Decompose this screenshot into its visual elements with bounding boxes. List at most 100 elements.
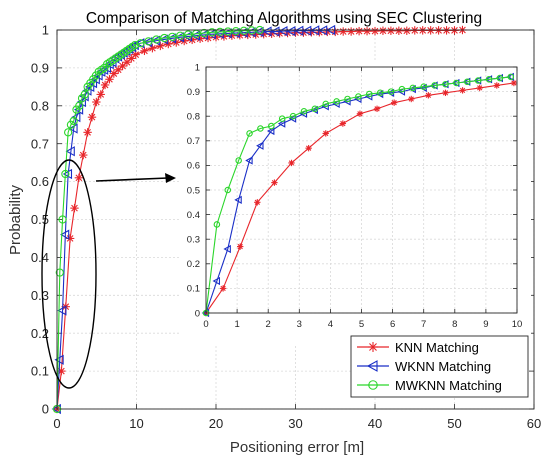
circle-series-point xyxy=(398,85,406,93)
legend-marker-knn-matching xyxy=(368,342,378,352)
mwknn-matching-series-point xyxy=(176,31,185,40)
mwknn-matching-series-point xyxy=(199,28,209,38)
mwknn-matching-series-point xyxy=(215,27,225,37)
knn-matching-series-point xyxy=(394,26,404,35)
circle-series-point xyxy=(257,125,264,132)
circle-series-point xyxy=(431,82,438,89)
triangle-left-series-point xyxy=(354,94,362,104)
triangle-left-series-point xyxy=(223,244,231,254)
plot-frame xyxy=(56,29,535,410)
wknn-matching-series-point xyxy=(90,74,100,85)
x-tick-label: 20 xyxy=(209,416,223,431)
knn-matching-series-point xyxy=(96,90,105,99)
zoom-arrow-shaft xyxy=(95,177,169,182)
knn-matching-series-point xyxy=(100,80,110,90)
x-tick-label: 4 xyxy=(328,319,333,330)
wknn-matching-series-point xyxy=(62,168,73,180)
knn-matching-series-point xyxy=(164,39,173,49)
zoom-annotation xyxy=(41,159,176,389)
knn-matching-series-point xyxy=(402,26,411,35)
knn-matching-series-point xyxy=(346,27,356,36)
knn-matching-series-point xyxy=(79,150,88,160)
x-tick-label: 30 xyxy=(288,416,302,431)
knn-matching-series-point xyxy=(109,69,119,78)
x-tick-label: 10 xyxy=(129,416,143,431)
circle-series-point xyxy=(355,93,362,100)
knn-matching-series-point xyxy=(339,27,348,36)
triangle-left-series-point xyxy=(245,156,253,165)
circle-series-point xyxy=(366,90,373,98)
y-tick-label: 0.2 xyxy=(31,326,49,341)
circle-series-point xyxy=(246,130,253,137)
asterisk-series-point xyxy=(442,89,449,97)
circle-series-point xyxy=(474,77,482,84)
y-tick-label: 0.8 xyxy=(31,98,49,113)
circle-series-point xyxy=(322,100,330,108)
asterisk-series-point xyxy=(373,105,381,113)
asterisk-series-point xyxy=(237,243,244,250)
circle-series-point xyxy=(333,98,340,105)
asterisk-series-point xyxy=(254,199,261,206)
circle-series-point xyxy=(496,74,504,82)
x-tick-label: 2 xyxy=(266,319,271,330)
mwknn-matching-series-point xyxy=(223,27,233,36)
asterisk-series-point xyxy=(408,95,415,103)
asterisk-series-point xyxy=(493,82,500,89)
x-tick-label: 3 xyxy=(297,319,302,330)
triangle-left-series-point xyxy=(343,97,351,106)
mwknn-matching-series-point xyxy=(231,27,240,36)
triangle-left-series-point xyxy=(288,114,297,123)
x-axis-label: Positioning error [m] xyxy=(230,439,364,456)
mwknn-matching-series-point xyxy=(75,101,84,110)
y-tick-label: 0.6 xyxy=(31,174,49,189)
mwknn-matching-series-point xyxy=(207,28,217,37)
y-tick-label: 0.3 xyxy=(187,235,200,246)
y-tick-label: 0.8 xyxy=(187,112,200,123)
knn-matching-series-point xyxy=(114,65,123,74)
circle-series-point xyxy=(278,115,286,122)
mwknn-matching-series-point xyxy=(80,90,89,99)
circle-series-point xyxy=(311,105,319,113)
x-tick-label: 0 xyxy=(203,319,208,330)
asterisk-series-point xyxy=(219,285,227,292)
knn-matching-series-point xyxy=(83,128,92,137)
knn-matching-series-point xyxy=(172,38,181,47)
wknn-matching-series-point xyxy=(60,229,70,240)
circle-series-point xyxy=(268,122,275,130)
asterisk-series-point xyxy=(288,159,295,167)
triangle-left-series-point xyxy=(277,119,286,128)
triangle-left-series-point xyxy=(256,141,264,150)
asterisk-series-point xyxy=(305,144,312,152)
triangle-left-series-point xyxy=(299,109,308,118)
knn-matching-series-point xyxy=(140,46,149,56)
triangle-left-series-point xyxy=(397,87,406,96)
knn-matching-series-point xyxy=(386,26,396,35)
mwknn-matching-series-point xyxy=(184,30,193,39)
y-tick-label: 0.5 xyxy=(187,185,200,196)
circle-series-point xyxy=(224,186,232,194)
legend-label-knn-matching: KNN Matching xyxy=(395,340,479,355)
knn-matching-series-point xyxy=(370,26,380,36)
y-tick-label: 0.7 xyxy=(187,136,200,147)
knn-matching-series-point xyxy=(118,61,127,71)
circle-series-point xyxy=(485,76,493,83)
knn-matching-series-point xyxy=(354,26,364,36)
wknn-matching-series-point xyxy=(54,354,64,365)
knn-matching-series-point xyxy=(156,41,165,51)
mwknn-matching-series-point xyxy=(64,128,73,137)
y-tick-label: 0.2 xyxy=(187,259,200,270)
mwknn-matching-series-point xyxy=(130,41,140,50)
x-tick-label: 1 xyxy=(234,319,239,330)
asterisk-series-point xyxy=(459,87,466,94)
circle-series-point xyxy=(420,83,427,90)
asterisk-series-point xyxy=(339,120,347,127)
y-tick-label: 0.4 xyxy=(31,250,49,265)
asterisk-series-point xyxy=(425,92,432,99)
triangle-left-series-point xyxy=(234,195,242,204)
circle-series-line xyxy=(205,76,511,314)
legend-label-wknn-matching: WKNN Matching xyxy=(395,359,491,374)
y-tick-label: 0.9 xyxy=(31,60,49,75)
asterisk-series-point xyxy=(476,84,483,92)
y-tick-label: 0.1 xyxy=(187,284,200,295)
asterisk-series-point xyxy=(322,130,329,137)
